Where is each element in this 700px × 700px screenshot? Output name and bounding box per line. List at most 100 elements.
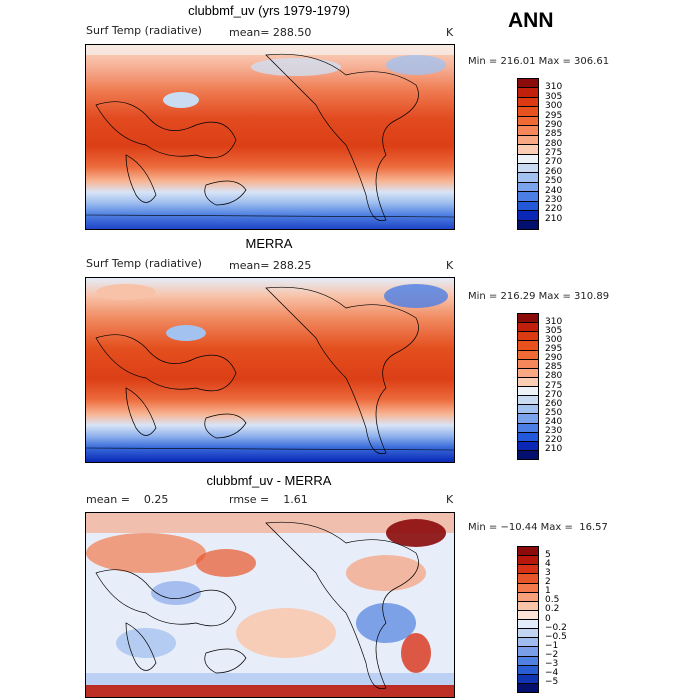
panel1-colorbar-swatch xyxy=(518,154,538,164)
panel3-colorbar-swatch xyxy=(518,547,538,557)
panel3-colorbar-swatch xyxy=(518,583,538,593)
panel1-unit-label: K xyxy=(446,26,454,39)
panel1-minmax: Min = 216.01 Max = 306.61 xyxy=(468,56,610,67)
panel3-colorbar-label: 0 xyxy=(545,613,551,624)
panel1-colorbar-swatch xyxy=(518,116,538,127)
panel3-colorbar-swatch xyxy=(518,647,538,657)
panel1-colorbar-label: 270 xyxy=(545,157,563,168)
panel3-map xyxy=(85,512,455,698)
panel2-minmax: Min = 216.29 Max = 310.89 xyxy=(468,291,610,302)
panel3-colorbar-swatch xyxy=(518,665,538,675)
panel2-colorbar-swatch xyxy=(518,450,538,459)
panel2-colorbar-swatch xyxy=(518,405,538,415)
panel3-colorbar-swatch xyxy=(518,683,538,692)
panel3-colorbar-label: −2 xyxy=(545,649,559,660)
panel1-colorbar-label: 230 xyxy=(545,194,563,205)
panel1-map xyxy=(85,44,455,230)
panel3-colorbar-label: −1 xyxy=(545,640,559,651)
panel3-unit-label: K xyxy=(446,493,454,506)
panel2-colorbar-swatch xyxy=(518,396,538,406)
panel1-colorbar-swatch xyxy=(518,126,538,136)
panel1-colorbar-swatch xyxy=(518,88,538,98)
panel2-colorbar-swatch xyxy=(518,350,538,360)
panel1-variable-label: Surf Temp (radiative) xyxy=(86,24,202,37)
panel3-colorbar-swatch xyxy=(518,638,538,648)
panel3-colorbar xyxy=(517,546,539,693)
panel2-colorbar-swatch xyxy=(518,432,538,442)
panel2-colorbar-swatch xyxy=(518,323,538,333)
panel3-colorbar-label: 0.2 xyxy=(545,604,560,615)
panel2-colorbar-label: 220 xyxy=(545,434,563,445)
panel1-colorbar-label: 240 xyxy=(545,185,563,196)
panel1-colorbar-label: 220 xyxy=(545,204,563,215)
panel2-colorbar-label: 275 xyxy=(545,380,563,391)
panel1-colorbar xyxy=(517,78,539,230)
panel1-mean-label: mean= 288.50 xyxy=(229,26,312,39)
panel1-colorbar-label: 305 xyxy=(545,91,563,102)
panel1-colorbar-swatch xyxy=(518,107,538,117)
panel1-colorbar-label: 250 xyxy=(545,176,563,187)
panel3-colorbar-label: 0.5 xyxy=(545,595,560,606)
panel3-colorbar-label: −3 xyxy=(545,658,559,669)
panel3-colorbar-label: 3 xyxy=(545,568,551,579)
panel1-temperature-field xyxy=(86,45,454,229)
panel1-title: clubbmf_uv (yrs 1979-1979) xyxy=(188,3,350,18)
panel2-colorbar-label: 240 xyxy=(545,416,563,427)
panel3-difference-field xyxy=(86,513,454,697)
season-label: ANN xyxy=(508,9,554,32)
panel1-colorbar-swatch xyxy=(518,173,538,183)
panel3-colorbar-swatch xyxy=(518,620,538,630)
panel1-colorbar-label: 300 xyxy=(545,101,563,112)
panel3-colorbar-swatch xyxy=(518,565,538,575)
panel1-colorbar-label: 290 xyxy=(545,119,563,130)
panel3-mean-label: mean = 0.25 xyxy=(86,493,169,506)
panel2-colorbar-label: 295 xyxy=(545,344,563,355)
panel1-colorbar-label: 285 xyxy=(545,129,563,140)
panel2-colorbar-swatch xyxy=(518,414,538,424)
panel2-colorbar-label: 290 xyxy=(545,353,563,364)
panel2-colorbar-swatch xyxy=(518,332,538,342)
panel1-colorbar-label: 295 xyxy=(545,110,563,121)
panel2-colorbar-label: 285 xyxy=(545,362,563,373)
panel2-colorbar-label: 270 xyxy=(545,389,563,400)
panel2-colorbar-swatch xyxy=(518,387,538,397)
panel2-map xyxy=(85,277,455,463)
panel2-colorbar-swatch xyxy=(518,368,538,378)
panel3-colorbar-label: −0.2 xyxy=(545,622,567,633)
panel3-colorbar-swatch xyxy=(518,556,538,566)
panel2-title: MERRA xyxy=(245,236,293,251)
panel2-colorbar-swatch xyxy=(518,441,538,451)
panel1-colorbar-swatch xyxy=(518,192,538,202)
panel2-colorbar-label: 230 xyxy=(545,425,563,436)
panel1-colorbar-swatch xyxy=(518,79,538,89)
panel3-colorbar-label: −5 xyxy=(545,676,559,687)
panel3-colorbar-swatch xyxy=(518,610,538,620)
panel3-colorbar-label: −0.5 xyxy=(545,631,567,642)
panel2-mean-label: mean= 288.25 xyxy=(229,259,312,272)
panel2-colorbar-swatch xyxy=(518,341,538,351)
panel3-rmse-label: rmse = 1.61 xyxy=(229,493,308,506)
panel2-temperature-field xyxy=(86,278,454,462)
panel2-colorbar-label: 310 xyxy=(545,317,563,328)
panel1-colorbar-swatch xyxy=(518,211,538,221)
panel1-colorbar-label: 280 xyxy=(545,138,563,149)
panel3-colorbar-label: 1 xyxy=(545,586,551,597)
panel2-colorbar-label: 250 xyxy=(545,407,563,418)
panel1-colorbar-label: 260 xyxy=(545,166,563,177)
panel3-colorbar-swatch xyxy=(518,656,538,666)
panel2-variable-label: Surf Temp (radiative) xyxy=(86,257,202,270)
panel2-colorbar-label: 260 xyxy=(545,398,563,409)
panel1-colorbar-swatch xyxy=(518,145,538,155)
panel1-colorbar-swatch xyxy=(518,135,538,146)
panel3-colorbar-swatch xyxy=(518,629,538,639)
panel2-colorbar-swatch xyxy=(518,314,538,324)
panel2-colorbar-label: 210 xyxy=(545,443,563,454)
panel2-colorbar-swatch xyxy=(518,377,538,387)
panel1-colorbar-label: 275 xyxy=(545,148,563,158)
panel3-title: clubbmf_uv - MERRA xyxy=(206,473,332,488)
panel1-colorbar-label: 310 xyxy=(545,82,563,93)
panel3-colorbar-swatch xyxy=(518,601,538,611)
panel2-colorbar-label: 280 xyxy=(545,371,563,382)
panel3-colorbar-label: 2 xyxy=(545,577,551,588)
panel1-colorbar-swatch xyxy=(518,182,538,193)
